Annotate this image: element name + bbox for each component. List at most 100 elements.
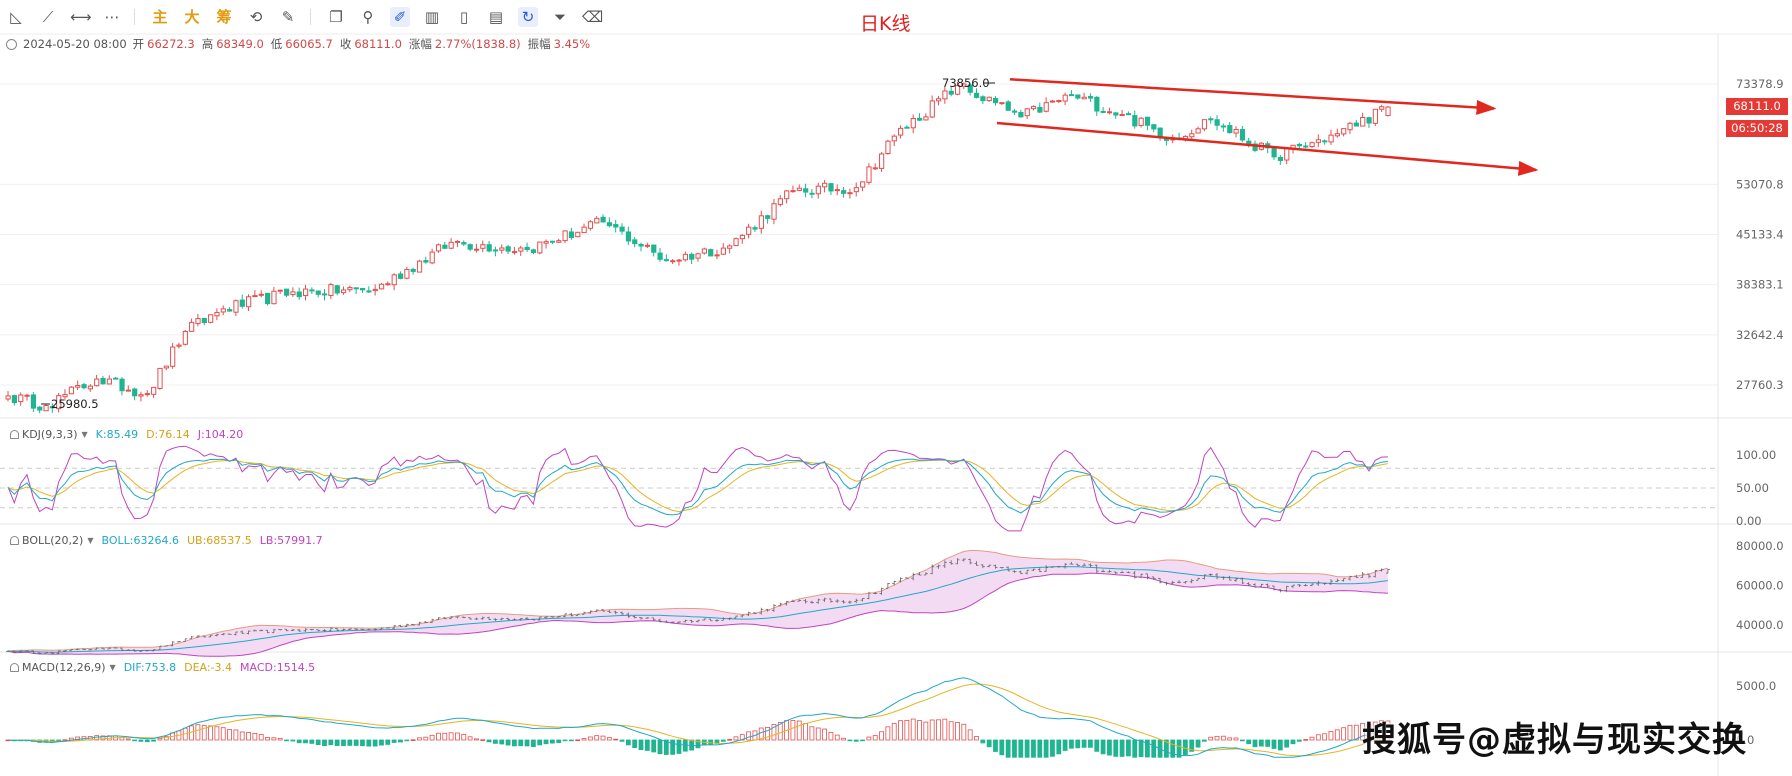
triangle-ruler-icon[interactable]: ◺	[10, 8, 22, 26]
macd-histogram-bar	[1170, 739, 1176, 758]
candle-body	[138, 394, 144, 397]
macd-histogram-bar	[1018, 739, 1024, 758]
candle-body	[1132, 115, 1138, 127]
candle-body	[676, 259, 682, 262]
candle-body	[423, 260, 429, 263]
chevron-down-icon[interactable]: ▼	[81, 430, 88, 439]
trash-can-icon[interactable]: ▯	[459, 8, 469, 26]
candle-body	[600, 216, 606, 223]
candle-body	[372, 288, 378, 292]
macd-histogram-bar	[1107, 739, 1112, 756]
candle-body	[955, 85, 961, 95]
copy-icon[interactable]: ❐	[329, 8, 343, 26]
change-value: 2.77%(1838.8)	[434, 37, 521, 51]
candle-body	[1214, 119, 1220, 126]
macd-histogram-bar	[144, 739, 150, 743]
macd-macd: MACD:1514.5	[240, 661, 316, 674]
bell-icon[interactable]	[10, 536, 19, 545]
candle-body	[416, 260, 423, 273]
upper-trend-arrow	[1009, 78, 1497, 115]
macd-histogram-bar	[1303, 739, 1309, 741]
note-icon[interactable]: ▤	[488, 8, 504, 26]
candle-body	[942, 90, 948, 100]
macd-histogram-bar	[549, 739, 555, 744]
horizontal-ray-icon[interactable]: ⟷	[70, 8, 92, 26]
chevron-down-icon[interactable]: ▼	[109, 663, 116, 672]
bell-icon[interactable]	[10, 430, 19, 439]
macd-histogram-bar	[828, 732, 834, 741]
macd-histogram-bar	[1119, 739, 1125, 757]
macd-histogram-bar	[1163, 739, 1169, 758]
candle-body	[340, 289, 347, 294]
candle-body	[271, 290, 277, 305]
candle-body	[581, 226, 587, 234]
bar-grid-icon[interactable]: ▥	[424, 8, 440, 26]
candle-body	[1195, 128, 1201, 134]
macd-histogram-bar	[436, 732, 441, 741]
boll-mid-line	[7, 566, 1388, 653]
candle-body	[176, 344, 182, 347]
candle-body	[746, 226, 752, 235]
change-label: 涨幅	[408, 37, 432, 51]
brush-icon[interactable]: ✐	[390, 7, 410, 27]
candle-body	[1106, 111, 1113, 114]
candle-body	[492, 249, 499, 252]
candle-body	[43, 405, 49, 412]
candle-body	[1252, 143, 1258, 151]
link-icon[interactable]: ⚲	[362, 8, 374, 26]
divider	[310, 9, 311, 25]
candle-body	[1189, 133, 1195, 138]
candle-body	[170, 346, 176, 367]
candle-body	[214, 311, 220, 317]
macd-histogram-bar	[1056, 739, 1062, 755]
candle-body	[385, 283, 391, 286]
filter-icon[interactable]: ⏷	[553, 8, 566, 26]
macd-histogram-bar	[233, 729, 239, 741]
bell-icon[interactable]	[10, 663, 19, 672]
main-mode-button[interactable]: 主	[152, 8, 168, 26]
boll-lower-line	[7, 572, 1388, 657]
candle-body	[948, 90, 954, 95]
macd-histogram-bar	[189, 725, 194, 741]
collapse-circle-icon[interactable]	[6, 38, 17, 50]
macd-histogram-bar	[1360, 722, 1366, 741]
candle-body	[1056, 100, 1062, 103]
macd-tick-label: 5000.0	[1736, 679, 1776, 693]
big-mode-button[interactable]: 大	[184, 8, 200, 26]
macd-histogram-bar	[1341, 727, 1347, 741]
low-value: 66065.7	[285, 37, 333, 51]
macd-histogram-bar	[366, 739, 372, 747]
magnet-icon[interactable]: ↻	[518, 7, 538, 27]
eraser-pen-icon[interactable]: ✎	[281, 8, 295, 26]
macd-histogram-bar	[1284, 739, 1290, 748]
chevron-down-icon[interactable]: ▼	[87, 536, 94, 545]
candle-body	[239, 299, 245, 307]
macd-histogram-bar	[581, 738, 587, 741]
macd-histogram-bar	[284, 739, 289, 742]
candle-body	[309, 289, 315, 292]
more-dots-icon[interactable]: ⋯	[104, 8, 120, 26]
delete-icon[interactable]: ⌫	[582, 8, 604, 26]
macd-histogram-bar	[429, 734, 435, 741]
macd-histogram-bar	[632, 739, 638, 748]
macd-histogram-bar	[258, 734, 264, 741]
macd-histogram-bar	[537, 739, 543, 746]
candle-body	[246, 296, 252, 308]
candle-body	[1385, 106, 1391, 117]
macd-histogram-bar	[1315, 734, 1321, 741]
candle-body	[1100, 110, 1106, 113]
macd-histogram-bar	[606, 737, 612, 741]
candle-body	[106, 378, 112, 385]
chip-mode-button[interactable]: 筹	[216, 8, 232, 26]
candle-body	[1208, 118, 1214, 121]
trend-line-icon[interactable]: ⟋	[42, 8, 54, 26]
candle-body	[1049, 100, 1056, 103]
lasso-icon[interactable]: ⟲	[249, 8, 263, 26]
candle-body	[258, 293, 264, 296]
macd-histogram-bar	[1005, 739, 1011, 758]
macd-histogram-bar	[1252, 739, 1258, 748]
macd-histogram-bar	[587, 736, 593, 741]
candle-body	[1309, 142, 1315, 147]
macd-histogram-bar	[600, 735, 606, 741]
